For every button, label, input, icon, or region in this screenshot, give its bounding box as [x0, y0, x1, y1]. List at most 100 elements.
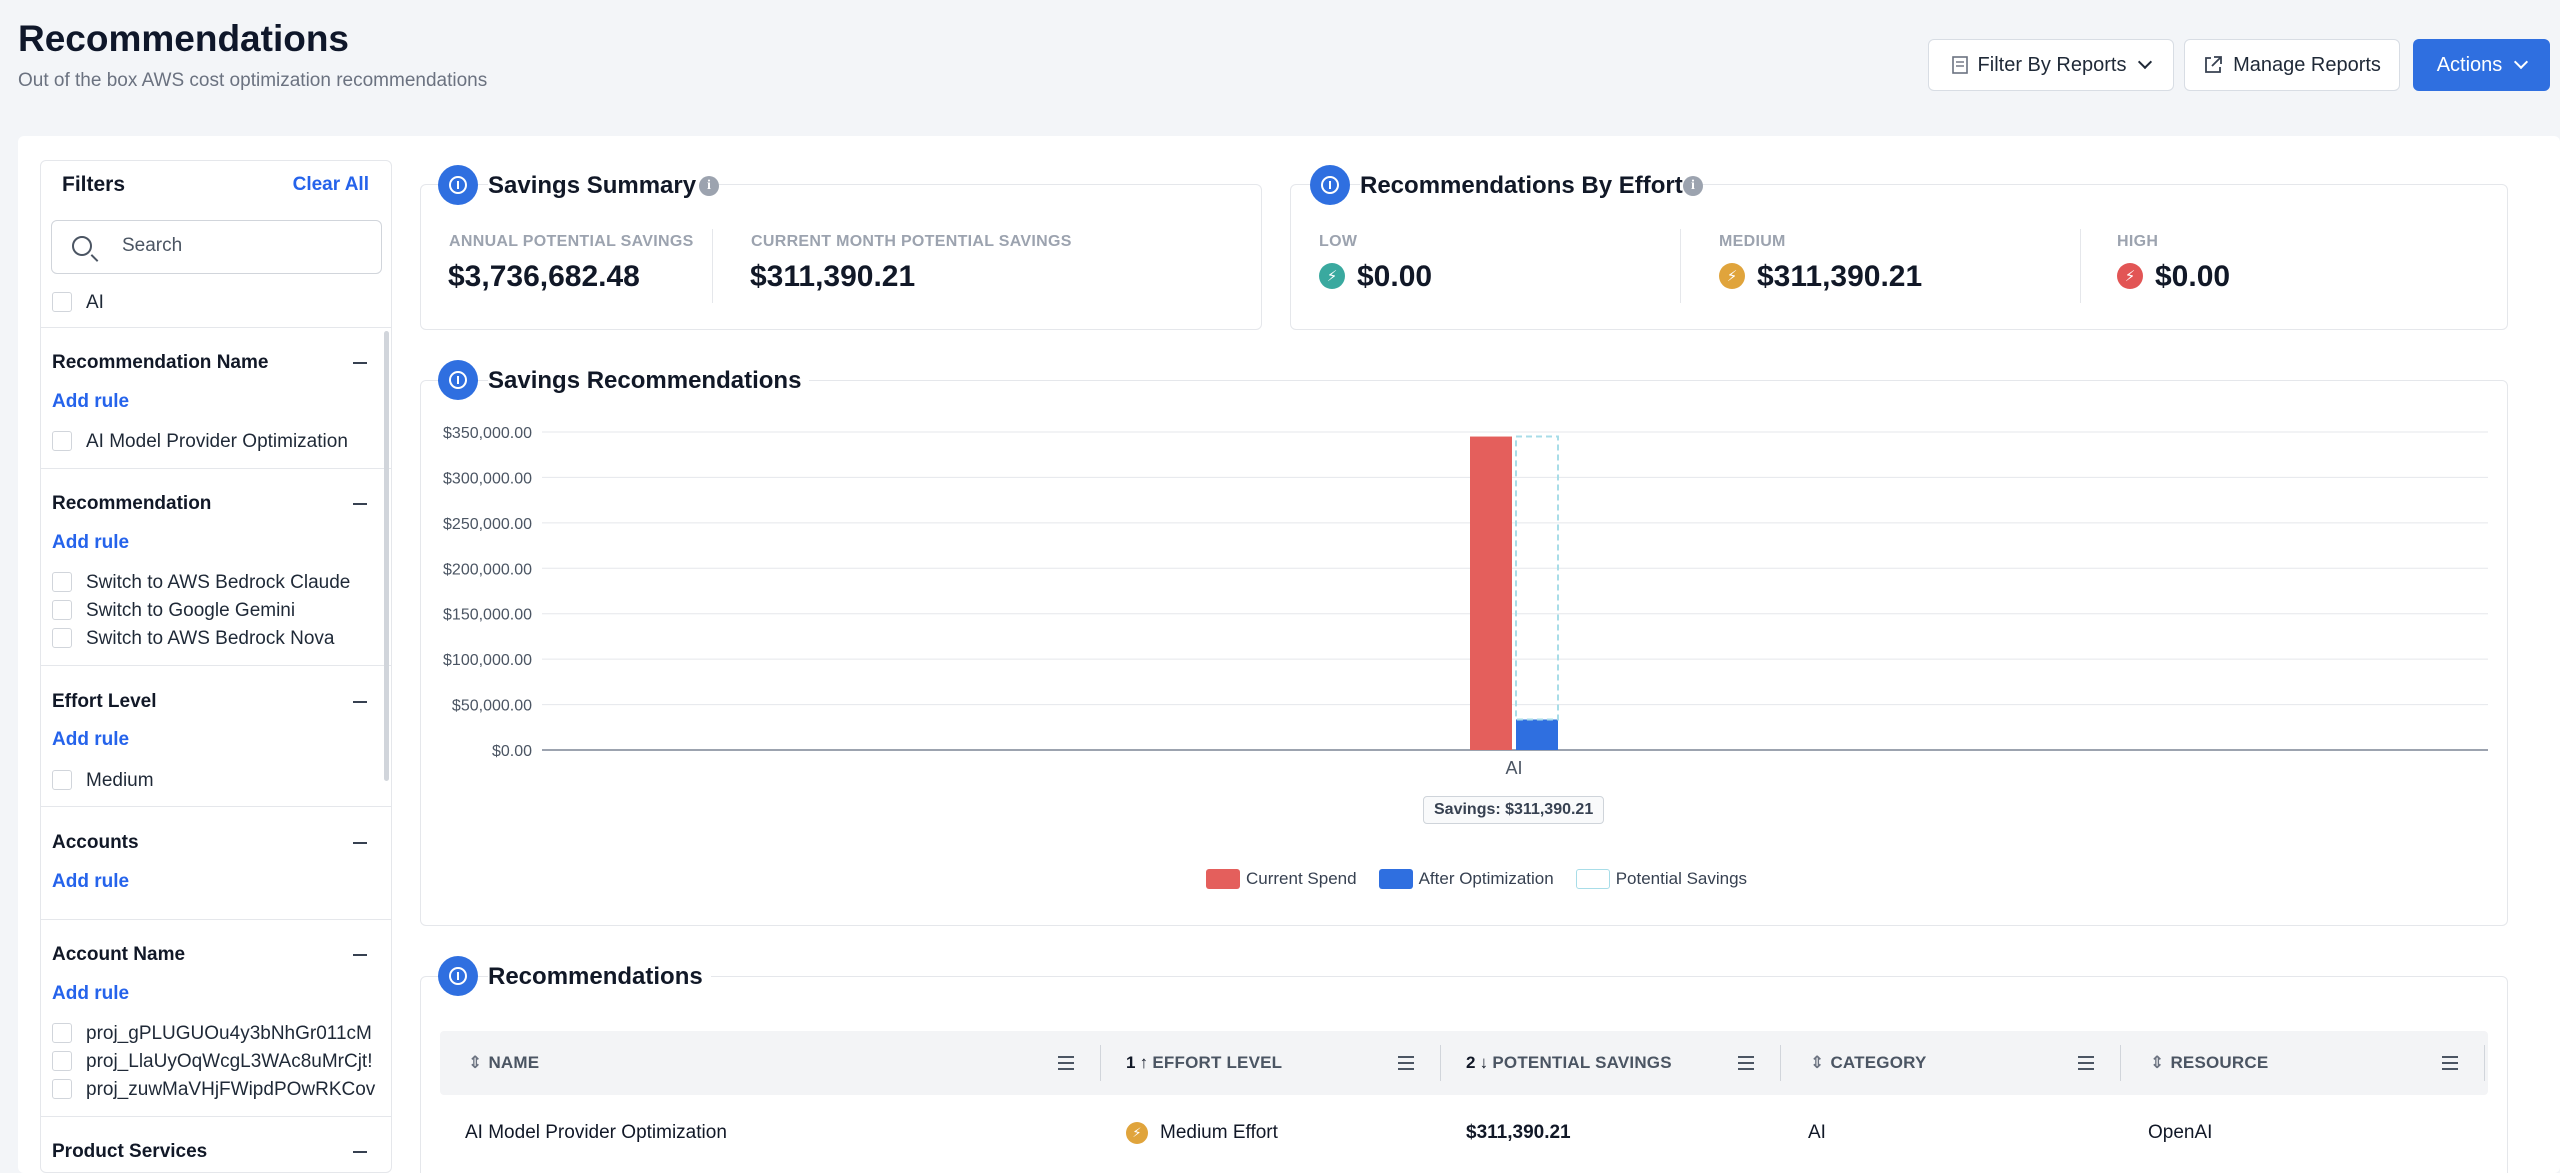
legend-label: Current Spend — [1246, 869, 1357, 888]
filter-checkbox[interactable] — [52, 1051, 72, 1071]
collapse-icon[interactable] — [353, 1151, 367, 1153]
section-title-accounts: Accounts — [52, 832, 139, 853]
collapse-icon[interactable] — [353, 701, 367, 703]
cell-effort: Medium Effort — [1160, 1122, 1278, 1143]
column-menu-icon[interactable] — [1058, 1056, 1074, 1070]
section-title-account-name: Account Name — [52, 944, 186, 965]
legend-item-after-optimization[interactable]: After Optimization — [1378, 869, 1554, 889]
info-icon — [1310, 165, 1350, 205]
column-separator[interactable] — [1440, 1045, 1441, 1081]
divider — [1680, 229, 1681, 303]
effort-low-label: LOW — [1319, 233, 1358, 250]
section-title-effort-level: Effort Level — [52, 691, 157, 712]
column-header-category[interactable]: ⇕ CATEGORY — [1810, 1053, 1927, 1072]
column-separator[interactable] — [2120, 1045, 2121, 1081]
filter-checkbox[interactable] — [52, 431, 72, 451]
filter-option-label: Switch to AWS Bedrock Nova — [86, 628, 335, 649]
y-tick-label: $300,000.00 — [443, 470, 532, 487]
chevron-down-icon — [2514, 54, 2529, 70]
filter-checkbox[interactable] — [52, 1023, 72, 1043]
filters-panel: Filters Clear All AI Recommendation Name… — [40, 160, 392, 1173]
column-separator[interactable] — [1780, 1045, 1781, 1081]
savings-summary-card: ANNUAL POTENTIAL SAVINGS $3,736,682.48 C… — [420, 184, 1262, 330]
effort-low-value: $0.00 — [1357, 260, 1433, 293]
filter-search-input[interactable] — [122, 235, 372, 257]
page-subtitle: Out of the box AWS cost optimization rec… — [18, 70, 488, 91]
report-icon — [1951, 56, 1968, 74]
collapse-icon[interactable] — [353, 503, 367, 505]
table-header: ⇕ NAME 1 ↑ EFFORT LEVEL 2 ↓ POTENTIAL SAVINGS… — [440, 1031, 2488, 1095]
add-rule-link[interactable]: Add rule — [52, 391, 130, 412]
by-effort-title: Recommendations By Effort — [1360, 172, 1691, 200]
bar-potential-savings[interactable] — [1515, 435, 1559, 721]
filter-option-label: Switch to AWS Bedrock Claude — [86, 572, 351, 593]
filter-option-label: Switch to Google Gemini — [86, 600, 296, 621]
filters-scrollbar[interactable] — [384, 331, 389, 781]
month-savings-label: CURRENT MONTH POTENTIAL SAVINGS — [751, 233, 1072, 250]
filter-checkbox[interactable] — [52, 1079, 72, 1099]
divider — [712, 229, 713, 303]
divider — [41, 468, 391, 469]
month-savings-value: $311,390.21 — [750, 260, 916, 293]
column-menu-icon[interactable] — [2442, 1056, 2458, 1070]
collapse-icon[interactable] — [353, 362, 367, 364]
savings-summary-title: Savings Summary — [488, 172, 705, 200]
x-category-label: AI — [1505, 758, 1522, 778]
add-rule-link[interactable]: Add rule — [52, 871, 130, 892]
effort-medium-value: $311,390.21 — [1757, 260, 1923, 293]
effort-high-label: HIGH — [2117, 233, 2159, 250]
lightning-icon: ⚡ — [1126, 1122, 1148, 1144]
cell-category: AI — [1808, 1122, 1826, 1143]
column-menu-icon[interactable] — [1738, 1056, 1754, 1070]
bar-current-spend[interactable] — [1470, 436, 1512, 750]
legend-item-current-spend[interactable]: Current Spend — [1206, 869, 1357, 889]
column-header-effort-level[interactable]: 1 ↑ EFFORT LEVEL — [1126, 1053, 1283, 1072]
column-separator[interactable] — [2484, 1045, 2485, 1081]
section-title-product-services: Product Services — [52, 1141, 208, 1162]
legend-label: Potential Savings — [1615, 869, 1748, 888]
actions-button[interactable]: Actions — [2413, 39, 2550, 91]
info-tooltip-icon[interactable]: i — [699, 176, 719, 196]
filter-option-label: AI — [86, 292, 104, 313]
chart-tooltip: Savings: $311,390.21 — [1423, 796, 1605, 824]
column-header-resource[interactable]: ⇕ RESOURCE — [2150, 1053, 2269, 1072]
manage-reports-button[interactable]: Manage Reports — [2184, 39, 2400, 91]
info-icon — [438, 360, 478, 400]
y-tick-label: $200,000.00 — [443, 561, 532, 578]
external-link-icon — [2205, 56, 2222, 73]
search-icon — [72, 236, 92, 256]
add-rule-link[interactable]: Add rule — [52, 729, 130, 750]
collapse-icon[interactable] — [353, 842, 367, 844]
info-icon — [438, 956, 478, 996]
filter-by-reports-button[interactable]: Filter By Reports — [1928, 39, 2174, 91]
bar-after-optimization[interactable] — [1516, 719, 1558, 750]
add-rule-link[interactable]: Add rule — [52, 532, 130, 553]
info-tooltip-icon[interactable]: i — [1683, 176, 1703, 196]
cell-name[interactable]: AI Model Provider Optimization — [465, 1122, 727, 1143]
section-title-recommendation-name: Recommendation Name — [52, 352, 269, 373]
legend-swatch — [1378, 869, 1413, 889]
effort-high-value: $0.00 — [2155, 260, 2231, 293]
filter-option-label: proj_LlaUyOqWcgL3WAc8uMrCjt! — [86, 1051, 373, 1072]
savings-recommendations-title: Savings Recommendations — [488, 367, 810, 395]
column-separator[interactable] — [1100, 1045, 1101, 1081]
collapse-icon[interactable] — [353, 954, 367, 956]
filter-search — [51, 220, 382, 274]
column-menu-icon[interactable] — [1398, 1056, 1414, 1070]
filter-checkbox[interactable] — [52, 770, 72, 790]
clear-all-link[interactable]: Clear All — [292, 174, 369, 195]
filter-checkbox[interactable] — [52, 628, 72, 648]
column-header-potential-savings[interactable]: 2 ↓ POTENTIAL SAVINGS — [1466, 1053, 1672, 1072]
filter-checkbox[interactable] — [52, 600, 72, 620]
chevron-down-icon — [2138, 54, 2153, 70]
column-header-name[interactable]: ⇕ NAME — [468, 1053, 540, 1072]
legend-item-potential-savings[interactable]: Potential Savings — [1575, 869, 1748, 889]
column-menu-icon[interactable] — [2078, 1056, 2094, 1070]
add-rule-link[interactable]: Add rule — [52, 983, 130, 1004]
info-icon — [438, 165, 478, 205]
filter-by-reports-label: Filter By Reports — [1977, 53, 2127, 76]
page-header: Recommendations Out of the box AWS cost … — [0, 0, 2560, 136]
filter-checkbox[interactable] — [52, 572, 72, 592]
legend-swatch — [1206, 869, 1240, 889]
filter-checkbox-ai[interactable] — [52, 292, 72, 312]
